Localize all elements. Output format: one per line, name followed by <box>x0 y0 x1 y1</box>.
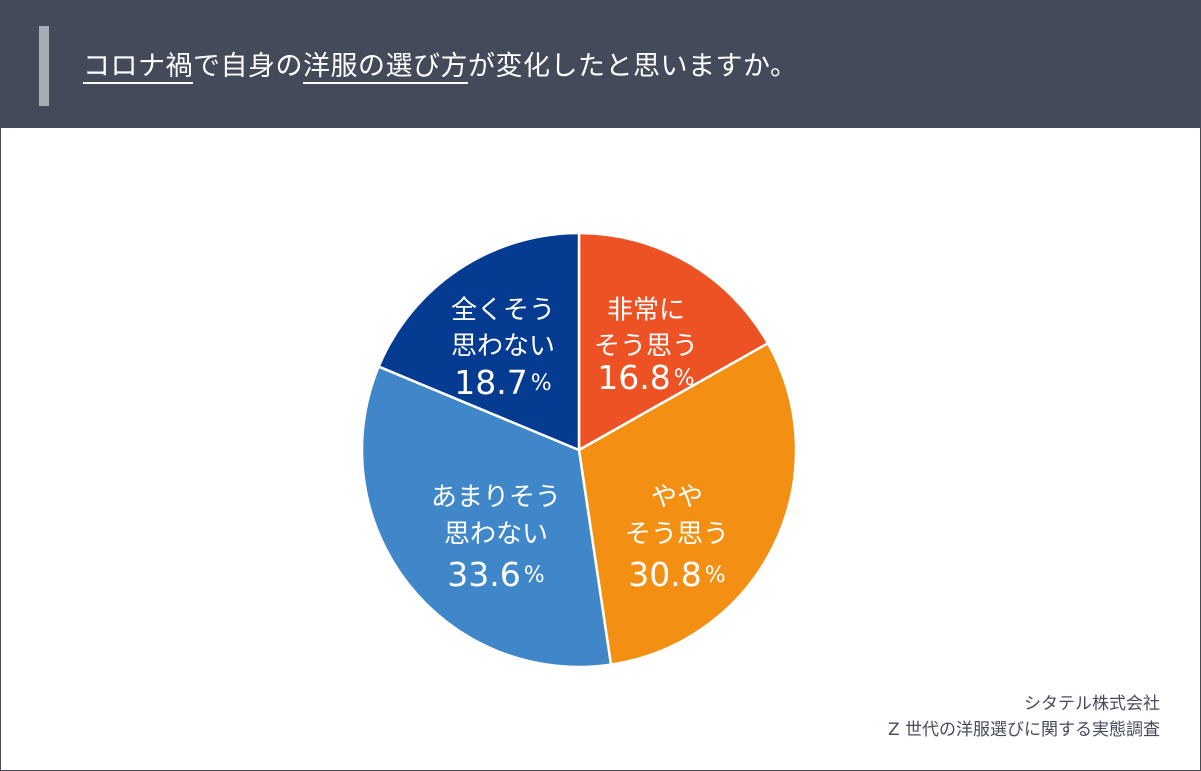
source-survey: Z 世代の洋服選びに関する実態調査 <box>887 720 1160 740</box>
title-part-3: が変化したと思いますか。 <box>468 51 798 82</box>
slice-percent-somewhat-agree: 30.8% <box>628 555 725 594</box>
pie-slice-very-much-agree <box>577 231 770 452</box>
slice-percent-not-really-agree: 33.6% <box>447 555 544 594</box>
slice-percent-not-at-all-agree: 18.7% <box>454 363 551 402</box>
source-note: シタテル株式会社 Z 世代の洋服選びに関する実態調査 <box>888 691 1160 743</box>
pie-slice-somewhat-agree <box>577 342 798 666</box>
page-title: コロナ禍で自身の洋服の選び方が変化したと思いますか。 <box>83 47 797 87</box>
title-part-1: で自身の <box>193 51 303 82</box>
slice-label-somewhat-agree-line-1: そう思う <box>625 520 729 550</box>
header: コロナ禍で自身の洋服の選び方が変化したと思いますか。 <box>1 1 1200 128</box>
title-part-2: 洋服の選び方 <box>303 51 468 82</box>
header-accent-bar <box>39 26 49 106</box>
pie-slice-not-really-agree <box>360 365 613 669</box>
source-company: シタテル株式会社 <box>1024 694 1160 714</box>
title-part-0: コロナ禍 <box>83 51 193 82</box>
slice-label-not-really-agree-line-0: あまりそう <box>431 483 561 513</box>
slice-label-not-at-all-agree-line-0: 全くそう <box>451 296 555 326</box>
slice-label-not-really-agree-line-1: 思わない <box>444 520 548 550</box>
slice-percent-very-much-agree: 16.8% <box>597 358 694 397</box>
slice-label-not-at-all-agree-line-1: 思わない <box>451 332 555 362</box>
slice-label-very-much-agree-line-0: 非常に <box>607 296 685 326</box>
pie-slice-not-at-all-agree <box>377 231 581 452</box>
slice-label-somewhat-agree-line-0: やや <box>651 483 703 513</box>
slice-label-very-much-agree-line-1: そう思う <box>594 332 698 362</box>
